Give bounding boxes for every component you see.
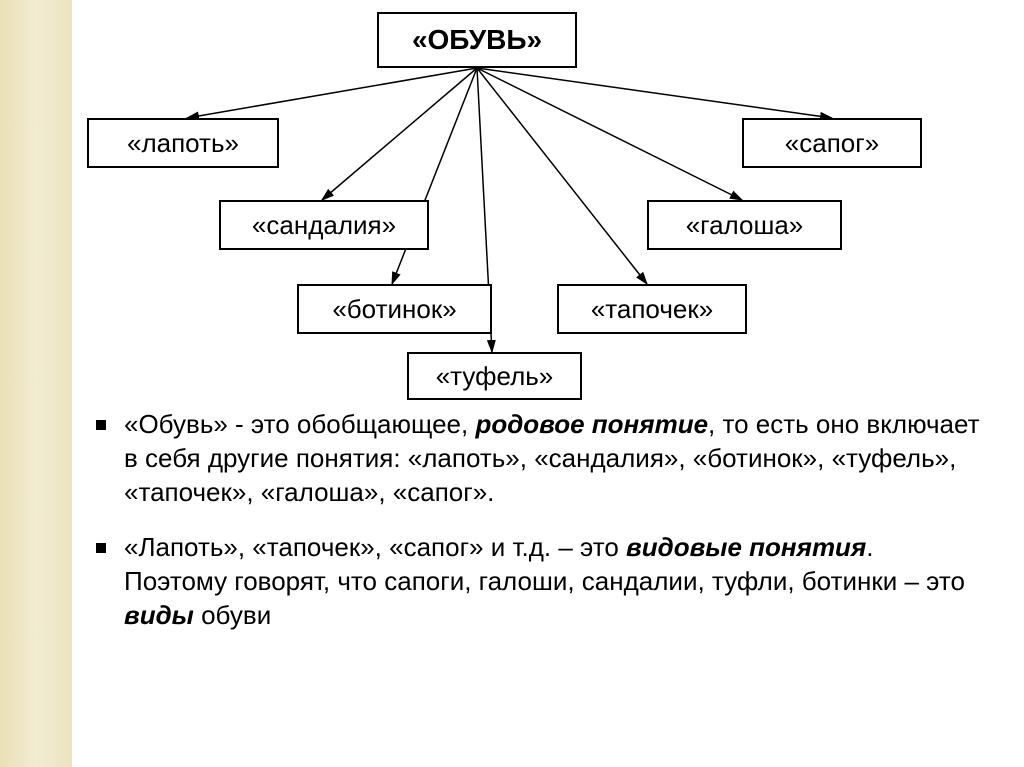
slide: «ОБУВЬ» «лапоть» «сандалия» «ботинок» «т… — [0, 0, 1024, 767]
child-node-botinok: «ботинок» — [297, 284, 492, 334]
bullet-text-area: «Обувь» - это обобщающее, родовое поняти… — [90, 408, 980, 655]
root-node: «ОБУВЬ» — [377, 12, 577, 68]
emphasis-vidovye: видовые понятия — [626, 532, 866, 562]
root-node-label: «ОБУВЬ» — [412, 24, 542, 56]
text-span: обуви — [194, 600, 271, 630]
child-label: «ботинок» — [332, 294, 456, 325]
child-label: «галоша» — [686, 210, 804, 241]
child-node-sapog: «сапог» — [742, 118, 922, 168]
left-decorative-stripe — [0, 0, 72, 767]
child-node-tapochek: «тапочек» — [557, 284, 747, 334]
child-label: «сандалия» — [252, 210, 396, 241]
emphasis-vidy: виды — [124, 600, 194, 630]
child-label: «лапоть» — [127, 128, 239, 159]
child-label: «сапог» — [785, 128, 879, 159]
bullet-1: «Обувь» - это обобщающее, родовое поняти… — [90, 408, 980, 509]
bullet-list: «Обувь» - это обобщающее, родовое поняти… — [90, 408, 980, 633]
child-label: «тапочек» — [591, 294, 713, 325]
child-node-lapot: «лапоть» — [87, 118, 279, 168]
child-node-galosha: «галоша» — [647, 200, 842, 250]
child-node-sandaliya: «сандалия» — [219, 200, 429, 250]
child-node-tufel: «туфель» — [407, 352, 582, 400]
emphasis-rodovoe: родовое понятие — [475, 409, 708, 439]
child-label: «туфель» — [436, 361, 554, 392]
text-span: «Обувь» - это обобщающее, — [124, 409, 475, 439]
bullet-2: «Лапоть», «тапочек», «сапог» и т.д. – эт… — [90, 531, 980, 632]
concept-tree-diagram: «ОБУВЬ» «лапоть» «сандалия» «ботинок» «т… — [72, 0, 1024, 400]
text-span: «Лапоть», «тапочек», «сапог» и т.д. – эт… — [124, 532, 626, 562]
